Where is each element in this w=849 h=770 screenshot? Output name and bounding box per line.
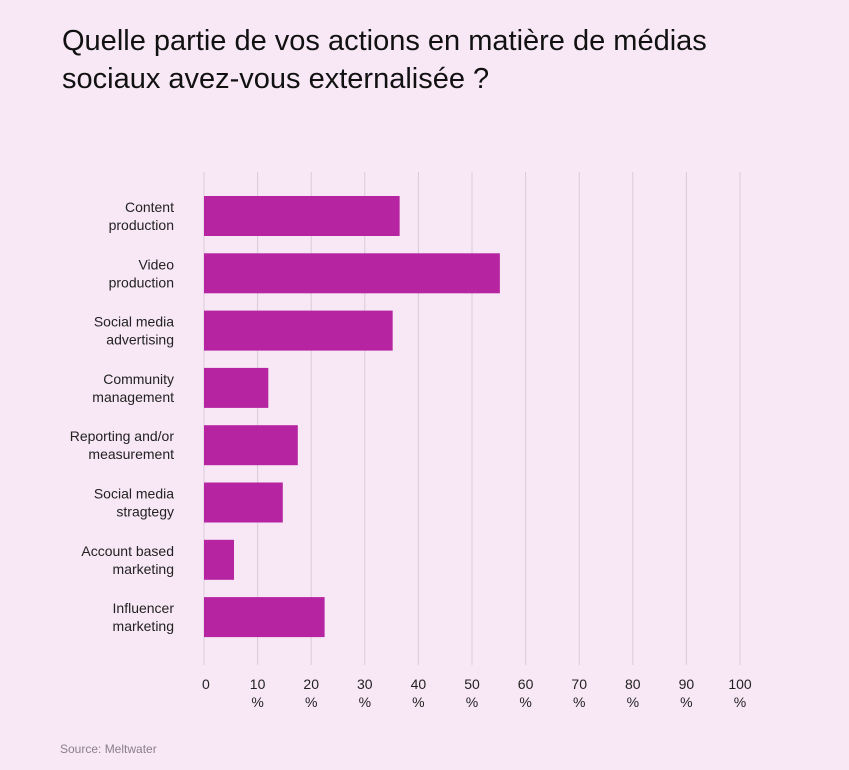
- bar-chart: Content production Video production Social m…: [70, 172, 752, 710]
- source-note: Source: Meltwater: [60, 742, 157, 756]
- bars: [204, 196, 500, 638]
- bar-4: [204, 425, 298, 466]
- x-tick-label-1: 10%: [250, 676, 266, 710]
- x-tick-label-4: 40%: [411, 676, 427, 710]
- category-label-6: Account based marketing: [81, 543, 174, 577]
- x-tick-label-2: 20%: [303, 676, 319, 710]
- bar-6: [204, 539, 235, 580]
- category-label-5: Social media stragtegy: [94, 486, 174, 520]
- bar-1: [204, 253, 500, 294]
- bar-5: [204, 482, 283, 523]
- x-tick-label-8: 80%: [625, 676, 641, 710]
- chart-title: Quelle partie de vos actions en matière …: [62, 25, 707, 95]
- category-label-7: Influencer marketing: [113, 600, 175, 634]
- x-tick-label-6: 60%: [518, 676, 534, 710]
- bar-3: [204, 367, 269, 408]
- x-tick-label-3: 30%: [357, 676, 373, 710]
- x-tick-label-9: 90%: [679, 676, 695, 710]
- x-tick-label-7: 70%: [571, 676, 587, 710]
- x-tick-label-0: 0: [202, 676, 210, 692]
- bar-0: [204, 196, 400, 236]
- category-label-0: Content production: [109, 199, 174, 233]
- x-tick-labels: 0 10 % 20 % 30 % 40 % 50 % 60 % 70 % 80 % 90 % 100%: [202, 676, 752, 710]
- bar-7: [204, 597, 325, 638]
- category-labels: Content production Video production Social m…: [70, 199, 175, 634]
- category-label-3: Community management: [92, 371, 174, 405]
- bar-2: [204, 310, 393, 351]
- x-tick-label-5: 50%: [464, 676, 480, 710]
- x-tick-label-10: 100%: [728, 676, 752, 710]
- category-label-1: Video production: [109, 256, 175, 290]
- category-label-2: Social media advertising: [94, 314, 174, 348]
- category-label-4: Reporting and/or measurement: [70, 428, 175, 462]
- gridlines: [203, 172, 741, 665]
